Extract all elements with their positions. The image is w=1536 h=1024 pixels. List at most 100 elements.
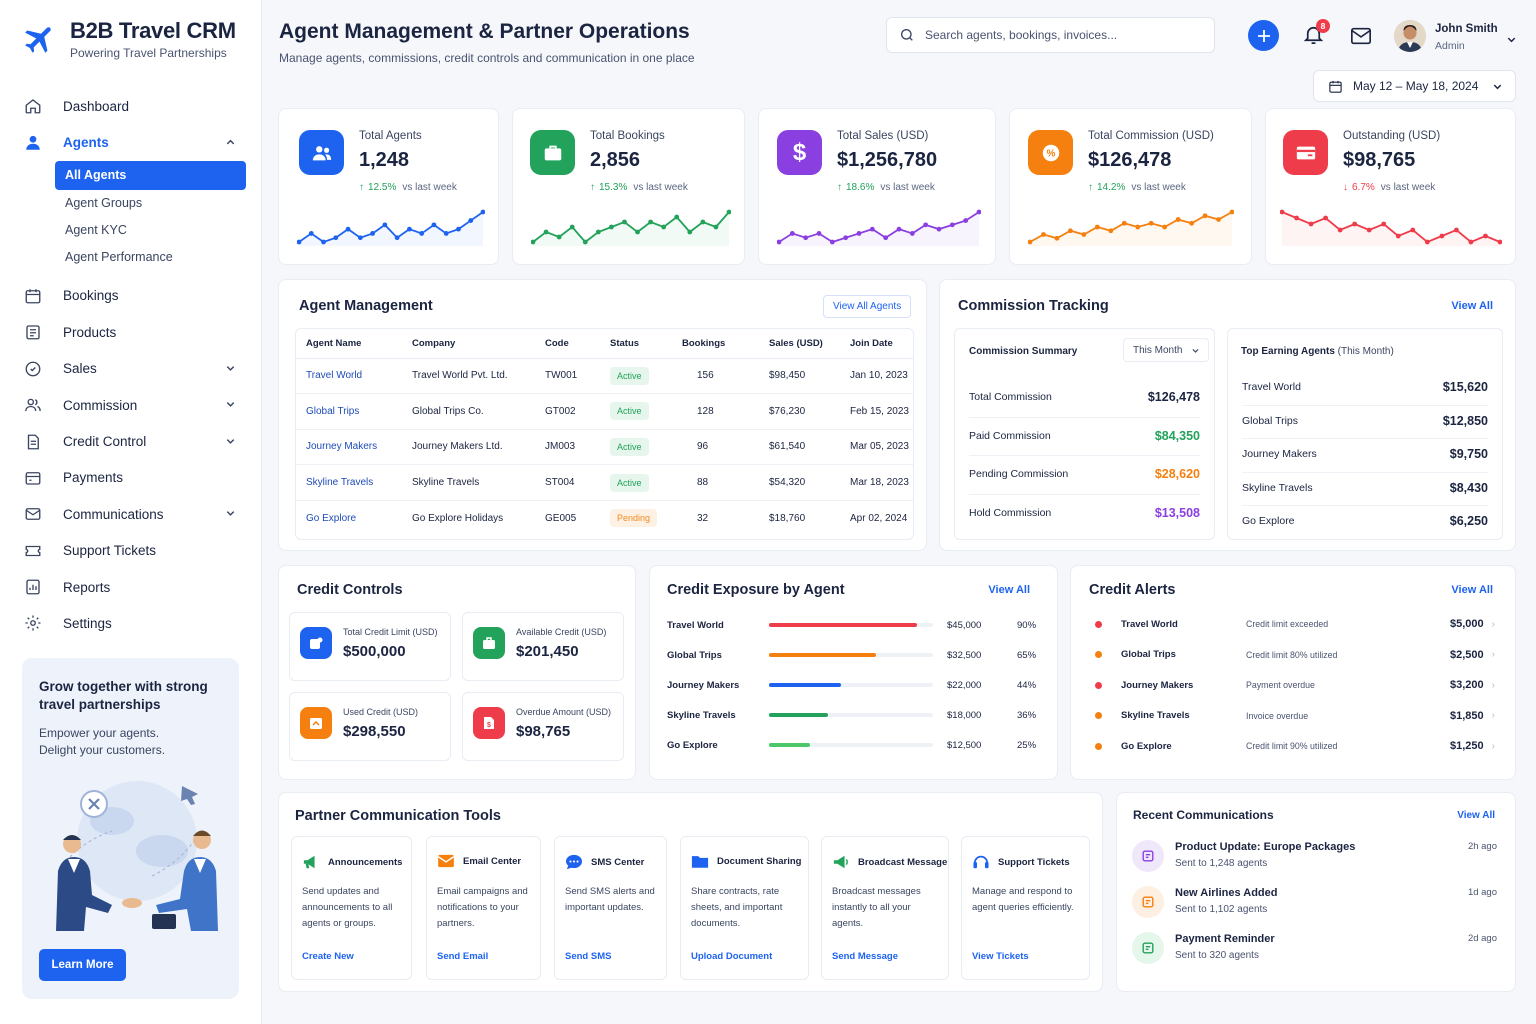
table-row[interactable]: Journey Makers Journey Makers Ltd. JM003 Ac… — [296, 429, 913, 466]
communication-title[interactable]: New Airlines Added — [1175, 887, 1278, 899]
column-header[interactable]: Sales (USD) — [759, 329, 840, 359]
top-agent-row[interactable]: Journey Makers $9,750 — [1242, 442, 1488, 466]
top-agent-name: Skyline Travels — [1242, 481, 1313, 494]
tool-card[interactable]: Email Center Email campaigns and notifica… — [426, 836, 541, 980]
table-row[interactable]: Travel World Travel World Pvt. Ltd. TW001 A… — [296, 358, 913, 395]
tool-card[interactable]: Support Tickets Manage and respond to age… — [961, 836, 1090, 980]
chart-icon — [22, 576, 44, 598]
agent-name-link[interactable]: Travel World — [306, 370, 363, 382]
tool-name: Support Tickets — [998, 856, 1070, 868]
table-cell: Feb 15, 2023 — [840, 393, 913, 430]
column-header[interactable]: Join Date — [840, 329, 913, 359]
table-row[interactable]: Global Trips Global Trips Co. GT002 Active 1… — [296, 393, 913, 430]
sidebar-item-communications[interactable]: Communications — [22, 496, 248, 532]
sidebar-item-support-tickets[interactable]: Support Tickets — [22, 533, 248, 569]
search-input[interactable] — [925, 28, 1195, 42]
kpi-card-commission[interactable]: % Total Commission (USD) $126,478 ↑ 14.2%… — [1009, 108, 1252, 265]
tool-card[interactable]: SMS Center Send SMS alerts and important … — [554, 836, 667, 980]
kpi-card-agents[interactable]: Total Agents 1,248 ↑ 12.5% vs last week — [278, 108, 499, 265]
exposure-row[interactable]: Travel World $45,000 90% — [667, 617, 1039, 633]
tool-action-link[interactable]: Upload Document — [691, 951, 773, 962]
sparkline-point — [357, 235, 363, 241]
exposure-row[interactable]: Journey Makers $22,000 44% — [667, 677, 1039, 693]
date-range-picker[interactable]: May 12 – May 18, 2024 — [1313, 70, 1516, 102]
box-icon — [22, 321, 44, 343]
alert-row[interactable]: Journey Makers Payment overdue $3,200 › — [1089, 677, 1495, 693]
tool-card[interactable]: Broadcast Message Broadcast messages inst… — [821, 836, 949, 980]
tool-card[interactable]: Announcements Send updates and announceme… — [291, 836, 412, 980]
column-header[interactable]: Status — [600, 329, 672, 359]
user-name: John Smith — [1435, 23, 1498, 35]
period-select[interactable]: This Month — [1123, 338, 1209, 362]
chevron-down-icon[interactable] — [1506, 32, 1517, 50]
kpi-card-sales[interactable]: $ Total Sales (USD) $1,256,780 ↑ 18.6% vs … — [758, 108, 996, 265]
column-header[interactable]: Agent Name — [296, 329, 402, 359]
sidebar-item-settings[interactable]: Settings — [22, 605, 248, 641]
column-header[interactable]: Bookings — [672, 329, 759, 359]
top-agent-value: $15,620 — [1442, 380, 1488, 394]
agent-name-link[interactable]: Global Trips — [306, 405, 360, 417]
tool-action-link[interactable]: Create New — [302, 951, 354, 962]
sidebar-item-commission[interactable]: Commission — [22, 387, 248, 423]
sidebar-item-credit-control[interactable]: Credit Control — [22, 423, 248, 459]
column-header[interactable]: Code — [535, 329, 600, 359]
sidebar-item-dashboard[interactable]: Dashboard — [22, 88, 248, 124]
sidebar-item-bookings[interactable]: Bookings — [22, 278, 248, 314]
submenu-agent-kyc[interactable]: Agent KYC — [65, 223, 127, 238]
submenu-agent-groups[interactable]: Agent Groups — [65, 196, 143, 211]
used-credit-icon — [300, 707, 332, 739]
sidebar-item-agents[interactable]: Agents — [22, 124, 248, 160]
avatar[interactable] — [1394, 20, 1426, 52]
view-all-link[interactable]: View All — [1451, 300, 1493, 312]
agent-name-link[interactable]: Journey Makers — [306, 441, 378, 453]
tool-action-link[interactable]: Send Message — [832, 951, 898, 962]
column-header[interactable]: Company — [402, 329, 535, 359]
alert-row[interactable]: Travel World Credit limit exceeded $5,000 › — [1089, 616, 1495, 632]
exposure-row[interactable]: Global Trips $32,500 65% — [667, 647, 1039, 663]
sparkline-point — [622, 219, 627, 225]
view-all-link[interactable]: View All — [988, 584, 1030, 596]
exposure-row[interactable]: Skyline Travels $18,000 36% — [667, 707, 1039, 723]
top-agent-row[interactable]: Global Trips $12,850 — [1242, 409, 1488, 433]
envelope-icon — [1351, 27, 1371, 45]
communication-title[interactable]: Payment Reminder — [1175, 933, 1275, 945]
agent-name-link[interactable]: Go Explore — [306, 512, 357, 524]
sidebar-item-payments[interactable]: Payments — [22, 460, 248, 496]
sidebar-item-reports[interactable]: Reports — [22, 569, 248, 605]
sidebar-item-sales[interactable]: Sales — [22, 351, 248, 387]
sparkline-point — [1094, 224, 1100, 230]
brand-logo[interactable]: B2B Travel CRM Powering Travel Partnersh… — [22, 18, 236, 60]
cell-value: Mar 18, 2023 — [850, 477, 909, 489]
alert-row[interactable]: Go Explore Credit limit 90% utilized $1,25… — [1089, 738, 1495, 754]
top-agent-row[interactable]: Skyline Travels $8,430 — [1242, 476, 1488, 500]
table-row[interactable]: Skyline Travels Skyline Travels ST004 Activ… — [296, 464, 913, 501]
view-all-agents-button[interactable]: View All Agents — [823, 295, 912, 318]
search-box[interactable] — [886, 17, 1215, 53]
tool-action-link[interactable]: Send Email — [437, 951, 489, 962]
headset-icon — [972, 854, 990, 870]
tool-card[interactable]: Document Sharing Share contracts, rate sh… — [680, 836, 809, 980]
submenu-agent-performance[interactable]: Agent Performance — [65, 250, 173, 265]
view-all-link[interactable]: View All — [1457, 810, 1495, 821]
agent-name-link[interactable]: Skyline Travels — [306, 477, 374, 489]
tool-action-link[interactable]: View Tickets — [972, 951, 1029, 962]
communication-title[interactable]: Product Update: Europe Packages — [1175, 841, 1356, 853]
divider — [969, 416, 1200, 418]
sidebar-item-products[interactable]: Products — [22, 314, 248, 350]
alert-row[interactable]: Global Trips Credit limit 80% utilized $2,… — [1089, 647, 1495, 663]
exposure-row[interactable]: Go Explore $12,500 25% — [667, 737, 1039, 753]
table-row[interactable]: Go Explore Go Explore Holidays GE005 Pendin… — [296, 500, 913, 536]
view-all-link[interactable]: View All — [1451, 584, 1493, 596]
submenu-all-agents[interactable]: All Agents — [55, 160, 246, 190]
table-cell: TW001 — [535, 358, 600, 395]
top-agent-row[interactable]: Travel World $15,620 — [1242, 375, 1488, 399]
add-button[interactable] — [1248, 20, 1279, 51]
sparkline-point — [1081, 232, 1087, 237]
kpi-card-outstanding[interactable]: Outstanding (USD) $98,765 ↓ 6.7% vs last w… — [1265, 108, 1516, 265]
alert-row[interactable]: Skyline Travels Invoice overdue $1,850 › — [1089, 708, 1495, 724]
learn-more-button[interactable]: Learn More — [39, 949, 126, 981]
kpi-card-bookings[interactable]: Total Bookings 2,856 ↑ 15.3% vs last week — [512, 108, 745, 265]
messages-button[interactable] — [1350, 26, 1372, 51]
top-agent-row[interactable]: Go Explore $6,250 — [1242, 509, 1488, 533]
tool-action-link[interactable]: Send SMS — [565, 951, 612, 962]
